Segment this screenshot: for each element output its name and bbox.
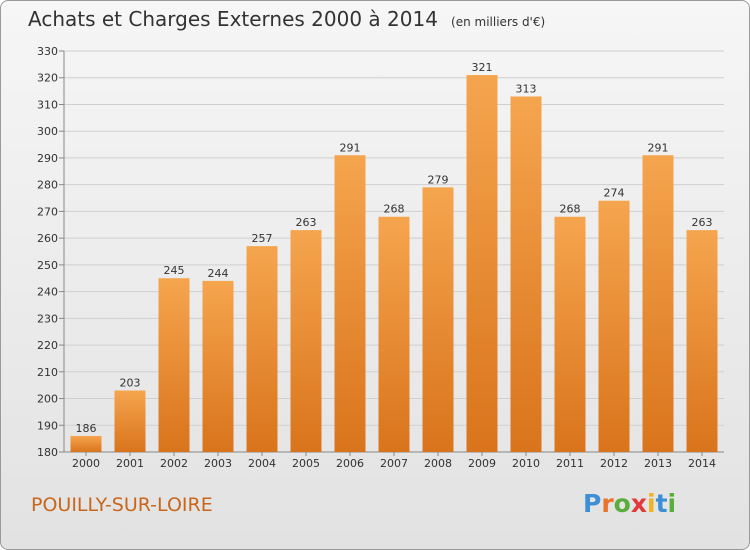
- data-label-2012: 274: [604, 187, 625, 200]
- data-label-2003: 244: [208, 267, 229, 280]
- x-tick-label: 2012: [600, 457, 628, 470]
- bar-2013: [642, 155, 674, 452]
- bar-2011: [554, 216, 586, 452]
- chart-unit-note: (en milliers d'€): [451, 15, 546, 29]
- x-tick-label: 2004: [248, 457, 276, 470]
- data-label-2004: 257: [252, 232, 273, 245]
- y-tick-label: 260: [37, 232, 58, 245]
- y-tick-label: 210: [37, 366, 58, 379]
- logo-letter: i: [667, 489, 677, 518]
- chart-title: Achats et Charges Externes 2000 à 2014: [28, 7, 438, 31]
- proxiti-logo: Proxiti: [583, 489, 676, 518]
- data-label-2011: 268: [560, 203, 581, 216]
- data-label-2000: 186: [76, 422, 97, 435]
- bar-2006: [334, 155, 366, 452]
- y-tick-label: 200: [37, 393, 58, 406]
- y-tick-label: 310: [37, 98, 58, 111]
- y-tick-label: 300: [37, 125, 58, 138]
- y-tick-label: 270: [37, 205, 58, 218]
- bar-2004: [246, 246, 278, 452]
- logo-letter: x: [630, 489, 647, 518]
- x-tick-label: 2007: [380, 457, 408, 470]
- bar-2003: [202, 280, 234, 452]
- bar-2012: [598, 200, 630, 452]
- y-tick-label: 250: [37, 259, 58, 272]
- x-tick-label: 2014: [688, 457, 716, 470]
- bar-2005: [290, 230, 322, 452]
- logo-letter: P: [583, 489, 602, 518]
- x-tick-label: 2005: [292, 457, 320, 470]
- bar-2014: [686, 230, 718, 452]
- data-label-2006: 291: [340, 141, 361, 154]
- data-label-2010: 313: [516, 82, 537, 95]
- y-tick-label: 320: [37, 72, 58, 85]
- x-tick-label: 2002: [160, 457, 188, 470]
- bar-2008: [422, 187, 454, 452]
- y-tick-label: 220: [37, 339, 58, 352]
- bar-2009: [466, 75, 498, 452]
- x-tick-label: 2001: [116, 457, 144, 470]
- logo-letter: o: [613, 489, 631, 518]
- city-name: POUILLY-SUR-LOIRE: [31, 494, 213, 516]
- x-tick-label: 2010: [512, 457, 540, 470]
- logo-letter: t: [655, 489, 668, 518]
- logo-letter: i: [647, 489, 656, 518]
- y-tick-label: 280: [37, 179, 58, 192]
- y-tick-label: 290: [37, 152, 58, 165]
- data-label-2014: 263: [692, 216, 713, 229]
- bar-2007: [378, 216, 410, 452]
- logo-letter: r: [601, 489, 614, 518]
- bar-2002: [158, 278, 190, 452]
- x-tick-label: 2003: [204, 457, 232, 470]
- data-label-2013: 291: [648, 141, 669, 154]
- y-tick-label: 190: [37, 419, 58, 432]
- data-label-2008: 279: [428, 173, 449, 186]
- data-label-2005: 263: [296, 216, 317, 229]
- x-tick-label: 2011: [556, 457, 584, 470]
- y-tick-label: 180: [37, 446, 58, 459]
- bar-2001: [114, 390, 146, 452]
- y-tick-label: 240: [37, 286, 58, 299]
- y-tick-label: 330: [37, 45, 58, 58]
- data-label-2009: 321: [472, 61, 493, 74]
- x-tick-label: 2009: [468, 457, 496, 470]
- x-tick-label: 2013: [644, 457, 672, 470]
- data-label-2002: 245: [164, 264, 185, 277]
- bar-2010: [510, 96, 542, 453]
- x-tick-label: 2000: [72, 457, 100, 470]
- data-label-2001: 203: [120, 377, 141, 390]
- y-tick-label: 230: [37, 312, 58, 325]
- x-tick-label: 2008: [424, 457, 452, 470]
- x-tick-label: 2006: [336, 457, 364, 470]
- bar-2000: [70, 435, 102, 452]
- data-label-2007: 268: [384, 203, 405, 216]
- chart-title-block: Achats et Charges Externes 2000 à 2014 (…: [28, 7, 545, 31]
